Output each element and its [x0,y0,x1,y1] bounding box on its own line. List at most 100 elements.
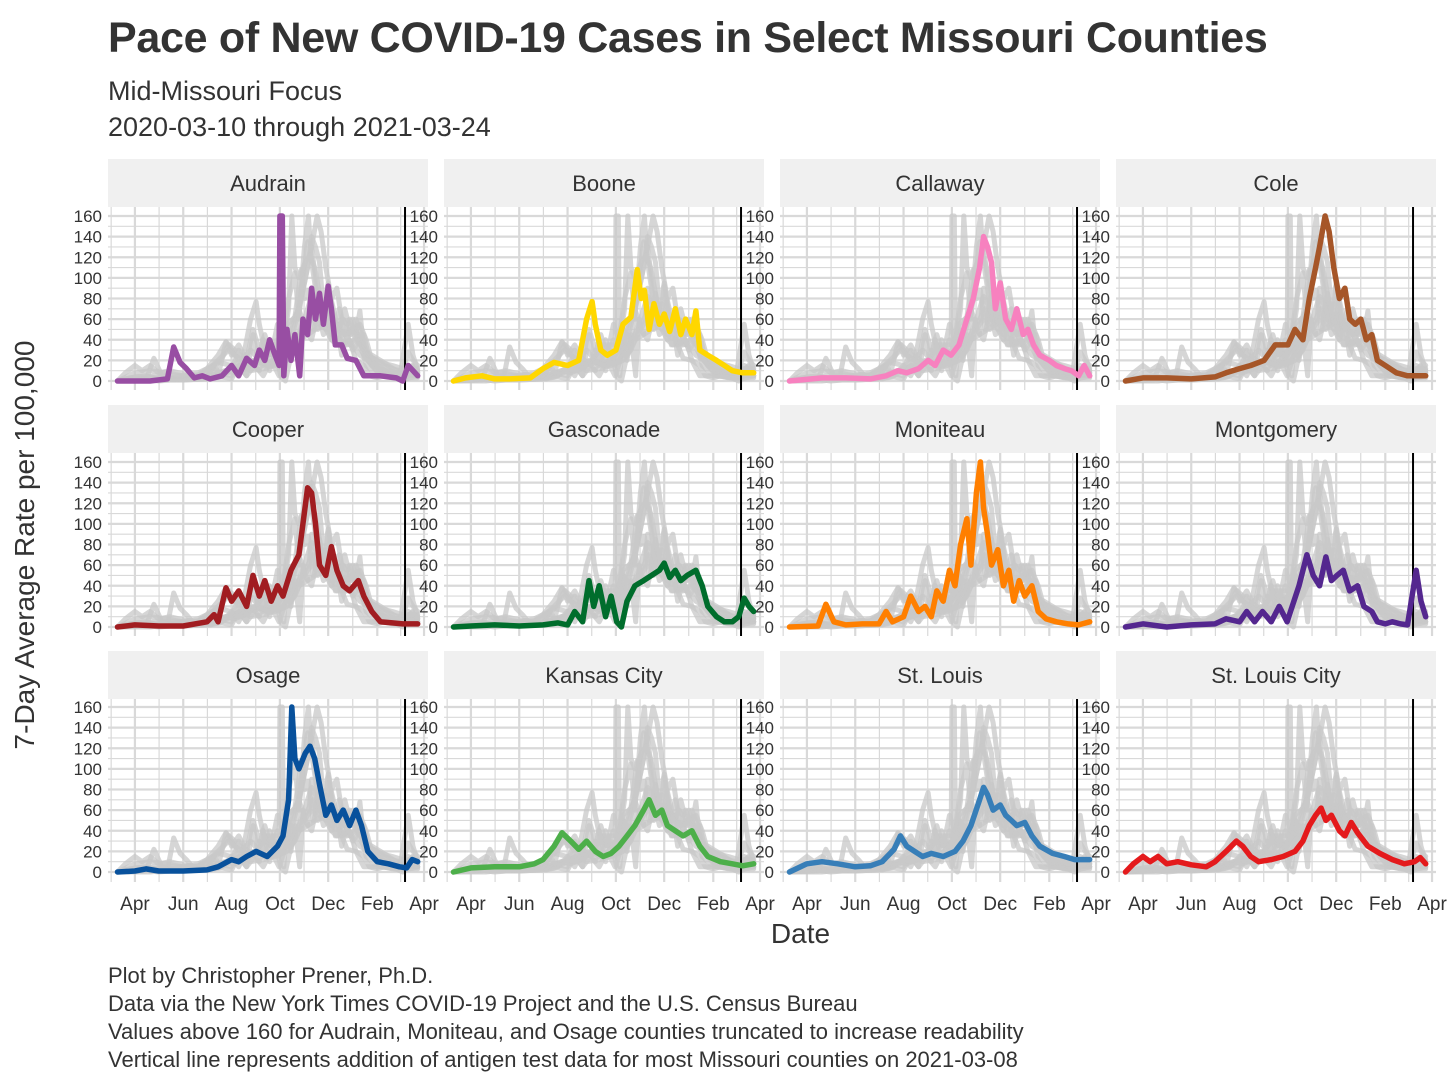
y-tick-label: 60 [755,801,774,820]
y-tick-label: 160 [746,453,774,472]
series-line-st-louis-city [1122,805,1429,875]
y-tick-label: 80 [83,781,102,800]
y-tick-label: 120 [74,494,102,513]
y-tick-label: 140 [746,719,774,738]
y-tick-label: 60 [1091,556,1110,575]
y-tick-label: 120 [746,739,774,758]
x-axis-label: Date [770,918,831,949]
facet-strip-osage [108,651,428,699]
facet-strip-audrain [108,159,428,207]
y-tick-label: 160 [746,698,774,717]
y-tick-label: 140 [1082,474,1110,493]
x-tick-label: Oct [265,894,295,915]
x-tick-label: Feb [1033,894,1066,915]
y-tick-label: 20 [83,351,102,370]
y-tick-label: 160 [1082,453,1110,472]
y-tick-label: 80 [419,781,438,800]
y-tick-label: 60 [419,310,438,329]
x-tick-label: Aug [215,894,249,915]
facet-strip-kansas-city [444,651,764,699]
y-tick-label: 140 [1082,228,1110,247]
series-line-kansas-city [450,797,757,875]
y-tick-label: 20 [755,351,774,370]
y-tick-label: 100 [746,515,774,534]
y-tick-label: 20 [419,842,438,861]
y-tick-label: 100 [746,760,774,779]
y-tick-label: 140 [746,474,774,493]
y-tick-label: 140 [410,474,438,493]
series-line-gasconade [450,560,757,630]
y-tick-label: 80 [83,290,102,309]
chart-subtitle-dates: 2020-03-10 through 2021-03-24 [108,112,491,142]
x-tick-label: Dec [647,894,681,915]
y-tick-label: 0 [765,863,774,882]
y-tick-label: 60 [83,801,102,820]
y-tick-label: 60 [1091,310,1110,329]
y-tick-label: 20 [1091,351,1110,370]
x-tick-label: Oct [1273,894,1303,915]
y-tick-label: 160 [1082,207,1110,226]
y-tick-label: 100 [410,515,438,534]
y-tick-label: 100 [1082,515,1110,534]
y-tick-label: 140 [746,228,774,247]
y-tick-label: 60 [419,801,438,820]
x-tick-label: Apr [1417,894,1447,915]
facet-label-moniteau: Moniteau [895,417,986,442]
y-tick-label: 80 [1091,781,1110,800]
y-tick-label: 80 [755,536,774,555]
x-tick-label: Jun [1176,894,1207,915]
y-tick-label: 100 [1082,269,1110,288]
background-series-st-louis-city [115,560,421,630]
y-tick-label: 0 [93,863,102,882]
y-tick-label: 0 [93,372,102,391]
y-tick-label: 20 [83,842,102,861]
facet-label-boone: Boone [572,171,636,196]
y-tick-label: 120 [1082,248,1110,267]
y-tick-label: 40 [1091,822,1110,841]
y-tick-label: 100 [410,269,438,288]
caption-line-2: Data via the New York Times COVID-19 Pro… [108,991,858,1016]
y-tick-label: 60 [83,310,102,329]
y-tick-label: 140 [410,228,438,247]
y-tick-label: 100 [1082,760,1110,779]
y-tick-label: 120 [410,248,438,267]
chart-title: Pace of New COVID-19 Cases in Select Mis… [108,14,1268,62]
facet-label-kansas-city: Kansas City [545,663,662,688]
facet-strip-boone [444,159,764,207]
y-tick-label: 40 [755,822,774,841]
y-tick-label: 40 [755,331,774,350]
y-tick-label: 80 [419,290,438,309]
y-tick-label: 40 [1091,577,1110,596]
facet-label-st-louis-city: St. Louis City [1211,663,1341,688]
y-tick-label: 0 [765,372,774,391]
x-tick-label: Dec [1319,894,1353,915]
chart-subtitle-focus: Mid-Missouri Focus [108,76,343,106]
facet-strip-montgomery [1116,405,1436,453]
y-tick-label: 0 [93,618,102,637]
y-tick-label: 160 [410,207,438,226]
y-tick-label: 80 [83,536,102,555]
x-tick-label: Feb [361,894,394,915]
y-tick-label: 160 [410,698,438,717]
y-tick-label: 140 [1082,719,1110,738]
y-tick-label: 100 [746,269,774,288]
y-tick-label: 0 [765,618,774,637]
y-tick-label: 160 [410,453,438,472]
x-tick-label: Jun [168,894,199,915]
facet-label-st-louis: St. Louis [897,663,983,688]
x-tick-label: Apr [456,894,486,915]
y-tick-label: 120 [1082,739,1110,758]
x-tick-label: Jun [840,894,871,915]
y-tick-label: 20 [1091,597,1110,616]
facet-label-cooper: Cooper [232,417,304,442]
y-tick-label: 80 [1091,290,1110,309]
y-tick-label: 20 [1091,842,1110,861]
y-tick-label: 60 [83,556,102,575]
series-line-boone [450,266,757,384]
y-axis-label: 7-Day Average Rate per 100,000 [9,340,40,750]
facet-label-gasconade: Gasconade [548,417,661,442]
facet-label-osage: Osage [236,663,301,688]
background-series-st-louis-city [1123,314,1429,384]
caption-line-4: Vertical line represents addition of ant… [108,1047,1018,1072]
